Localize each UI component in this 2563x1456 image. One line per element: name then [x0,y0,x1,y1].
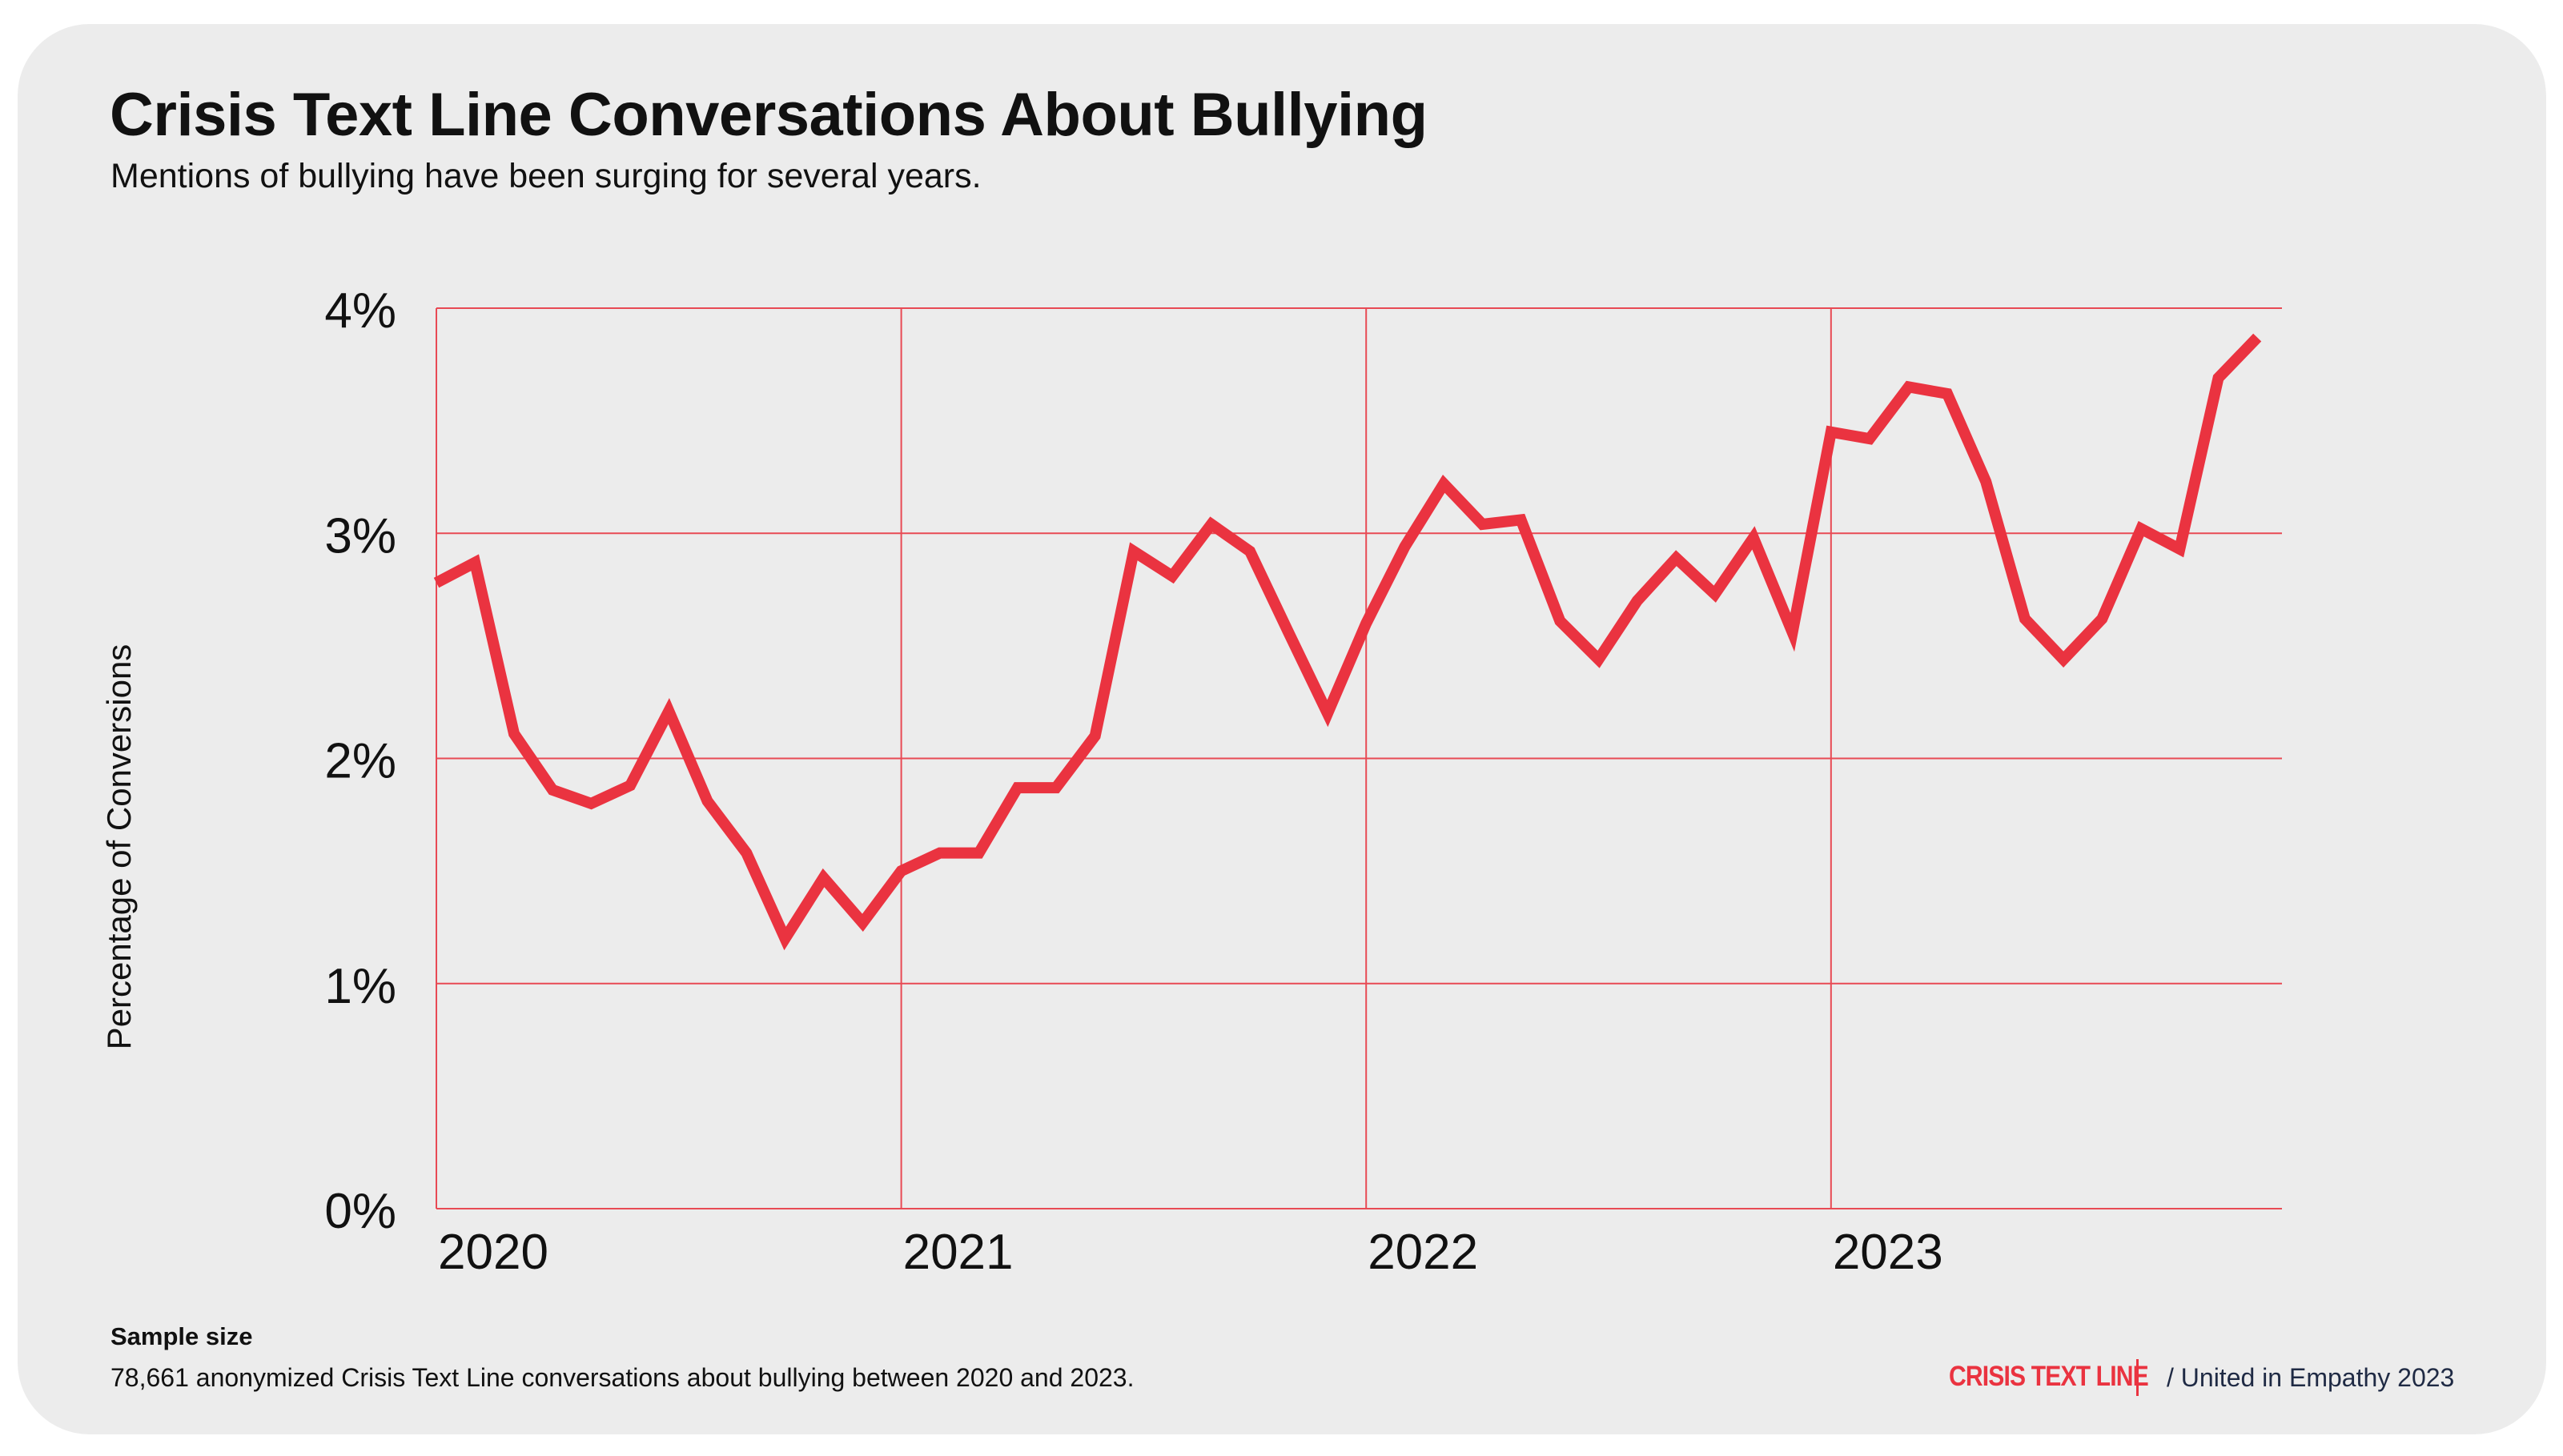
x-tick-label: 2022 [1368,1225,1478,1280]
x-tick-label: 2023 [1833,1225,1943,1280]
chart-subtitle: Mentions of bullying have been surging f… [110,157,982,195]
brand-logo: CRISIS TEXT LINE [1949,1361,2149,1392]
y-tick-label: 4% [324,283,396,339]
grid-lines [436,307,2282,1209]
x-tick-label: 2021 [903,1225,1014,1280]
y-tick-label: 1% [324,959,396,1014]
series-layer [433,333,2262,951]
x-tick-label: 2020 [438,1225,548,1280]
chart-title: Crisis Text Line Conversations About Bul… [110,81,1428,149]
sample-size-text: 78,661 anonymized Crisis Text Line conve… [110,1363,1135,1392]
y-tick-label: 0% [324,1184,396,1239]
axis-tick-labels: 0% 1% 2% 3% 4% 2020 2021 2022 2023 [324,283,1942,1280]
brand-divider [2136,1359,2139,1396]
y-tick-label: 3% [324,508,396,564]
chart-card [18,24,2546,1434]
y-axis-label: Percentage of Conversions [100,644,138,1050]
series-line [433,333,2262,951]
sample-size-heading: Sample size [110,1322,253,1350]
edition-label: / United in Empathy 2023 [2167,1363,2455,1392]
y-tick-label: 2% [324,734,396,789]
